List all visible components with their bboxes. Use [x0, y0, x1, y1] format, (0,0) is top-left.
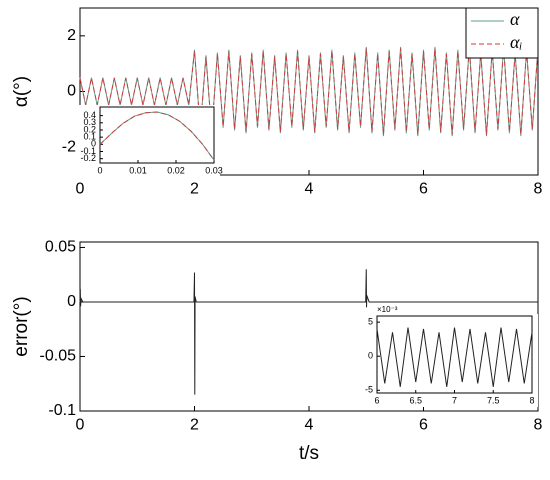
- y-tick-label: 0.1: [83, 132, 96, 142]
- y-tick-label: 0: [67, 83, 76, 100]
- x-tick-label: 0: [97, 165, 102, 175]
- inset-background: [78, 105, 220, 177]
- data-line: [376, 327, 533, 387]
- y-tick-label: -0.05: [40, 348, 77, 365]
- y-tick-label: -0.2: [80, 153, 96, 163]
- x-tick-label: 2: [190, 417, 199, 434]
- x-tick-label: 0.02: [167, 165, 185, 175]
- x-tick-label: 6.5: [409, 395, 422, 405]
- legend-label: α: [510, 9, 520, 29]
- y-tick-label: 2: [67, 27, 76, 44]
- x-tick-label: 6: [374, 395, 379, 405]
- x-tick-label: 7.5: [487, 395, 500, 405]
- x-tick-label: 8: [534, 181, 543, 198]
- y-axis-label: α(°): [11, 76, 32, 107]
- x-tick-label: 6: [419, 181, 428, 198]
- x-tick-label: 2: [190, 181, 199, 198]
- legend-label: αᵢ: [510, 32, 522, 52]
- data-line: [79, 269, 538, 395]
- plot-area: [99, 106, 215, 164]
- x-tick-label: 4: [305, 181, 314, 198]
- x-tick-label: 8: [529, 395, 534, 405]
- y-tick-label: -0.1: [80, 146, 96, 156]
- x-tick-label: 6: [419, 417, 428, 434]
- inset-background: [355, 314, 538, 407]
- axis-multiplier: ×10⁻³: [377, 305, 398, 314]
- legend-box: [465, 7, 539, 59]
- data-line: [79, 48, 539, 135]
- x-tick-label: 0.03: [205, 165, 223, 175]
- y-tick-label: -0.1: [48, 402, 76, 419]
- y-tick-label: -5: [365, 385, 373, 395]
- y-tick-label: 0.3: [83, 117, 96, 127]
- y-tick-label: -2: [62, 138, 76, 155]
- y-tick-label: 5: [368, 317, 373, 327]
- data-line: [99, 111, 215, 161]
- x-tick-label: 0: [76, 417, 85, 434]
- x-tick-label: 4: [305, 417, 314, 434]
- y-tick-label: 0: [67, 293, 76, 310]
- y-tick-label: 0.05: [45, 239, 76, 256]
- y-axis-label: error(°): [11, 296, 32, 356]
- x-tick-label: 7: [452, 395, 457, 405]
- y-tick-label: 0: [91, 139, 96, 149]
- y-tick-label: 0.2: [83, 124, 96, 134]
- x-tick-label: 0.01: [129, 165, 147, 175]
- x-tick-label: 0: [76, 181, 85, 198]
- y-tick-label: 0: [368, 351, 373, 361]
- x-tick-label: 8: [534, 417, 543, 434]
- x-axis-label: t/s: [299, 443, 319, 464]
- y-tick-label: 0.4: [83, 110, 96, 120]
